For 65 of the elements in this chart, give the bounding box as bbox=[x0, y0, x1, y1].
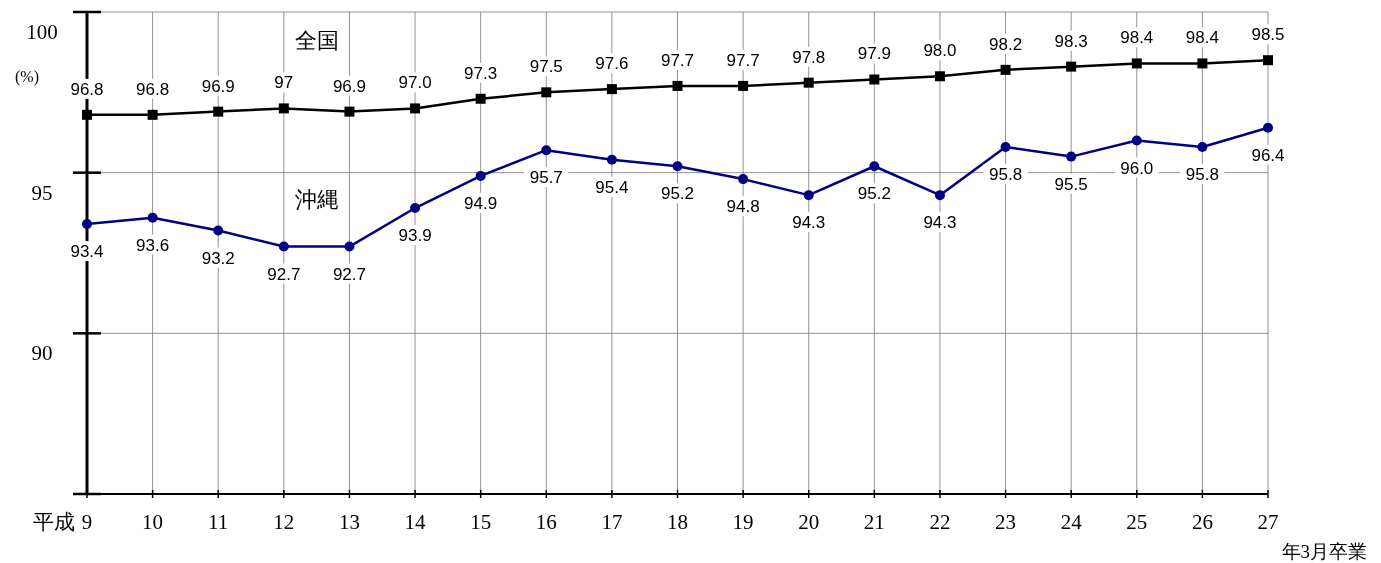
x-axis-title: 年3月卒業 bbox=[1281, 541, 1367, 562]
y-tick-label: 95 bbox=[31, 180, 53, 205]
data-label: 95.8 bbox=[989, 164, 1023, 184]
data-label: 97.6 bbox=[595, 54, 629, 74]
data-label: 93.4 bbox=[70, 242, 104, 262]
x-tick-label: 15 bbox=[470, 510, 492, 534]
x-tick-label: 27 bbox=[1257, 510, 1279, 534]
text: 平成 bbox=[33, 510, 75, 534]
x-tick-label: 25 bbox=[1126, 510, 1148, 534]
data-label: 96.0 bbox=[1120, 158, 1154, 178]
data-label: 94.9 bbox=[464, 193, 498, 213]
data-label: 98.5 bbox=[1251, 25, 1285, 45]
text: 全国 bbox=[294, 27, 339, 53]
x-tick-label: 9 bbox=[81, 510, 93, 534]
data-label: 97 bbox=[274, 73, 294, 93]
x-tick-label: 16 bbox=[535, 510, 557, 534]
data-label: 93.6 bbox=[136, 235, 170, 255]
data-label: 92.7 bbox=[267, 264, 301, 284]
data-label: 98.0 bbox=[923, 41, 957, 61]
data-label: 96.4 bbox=[1251, 145, 1285, 165]
y-tick-label: 90 bbox=[31, 341, 53, 366]
data-label: 95.7 bbox=[529, 168, 563, 188]
x-tick-label: 12 bbox=[273, 510, 295, 534]
data-label: 95.2 bbox=[660, 184, 695, 204]
data-label: 93.2 bbox=[201, 248, 235, 268]
data-label: 94.3 bbox=[923, 213, 957, 233]
data-label: 95.4 bbox=[595, 177, 629, 197]
data-label: 98.4 bbox=[1120, 28, 1154, 48]
x-tick-label: 17 bbox=[601, 510, 623, 534]
x-tick-label: 19 bbox=[732, 510, 754, 534]
y-tick-label: 100 bbox=[26, 20, 58, 44]
data-label: 95.2 bbox=[857, 184, 891, 204]
x-tick-label: 22 bbox=[929, 510, 951, 534]
data-label: 97.7 bbox=[660, 50, 695, 70]
data-label: 96.9 bbox=[332, 76, 366, 96]
y-axis-title: (%) bbox=[15, 68, 39, 86]
data-label: 96.8 bbox=[136, 79, 170, 99]
x-tick-label: 24 bbox=[1060, 510, 1083, 534]
x-tick-label: 13 bbox=[338, 510, 360, 534]
x-tick-label: 10 bbox=[142, 510, 164, 534]
x-tick-label: 20 bbox=[798, 510, 820, 534]
x-tick-label: 26 bbox=[1191, 510, 1213, 534]
data-label: 97.0 bbox=[398, 73, 432, 93]
data-label: 97.8 bbox=[792, 47, 826, 67]
data-label: 94.8 bbox=[726, 197, 760, 217]
data-label: 94.3 bbox=[792, 213, 826, 233]
data-label: 96.9 bbox=[201, 76, 235, 96]
data-label: 98.4 bbox=[1185, 28, 1219, 48]
data-label: 93.9 bbox=[398, 226, 432, 246]
series-label: 沖縄 bbox=[294, 186, 339, 212]
x-tick-label: 21 bbox=[863, 510, 885, 534]
data-label: 95.5 bbox=[1054, 174, 1088, 194]
data-label: 92.7 bbox=[332, 264, 366, 284]
data-label: 96.8 bbox=[70, 79, 104, 99]
data-label: 97.5 bbox=[529, 57, 563, 77]
data-label: 97.9 bbox=[857, 44, 891, 64]
x-tick-label: 18 bbox=[667, 510, 688, 534]
data-label: 98.3 bbox=[1054, 31, 1088, 51]
data-label: 95.8 bbox=[1185, 164, 1219, 184]
x-tick-label: 23 bbox=[995, 510, 1017, 534]
data-label: 98.2 bbox=[989, 34, 1023, 54]
data-label: 97.7 bbox=[726, 50, 760, 70]
x-tick-label: 14 bbox=[404, 510, 427, 534]
x-tick-label: 11 bbox=[208, 510, 229, 534]
data-label: 97.3 bbox=[464, 63, 498, 83]
